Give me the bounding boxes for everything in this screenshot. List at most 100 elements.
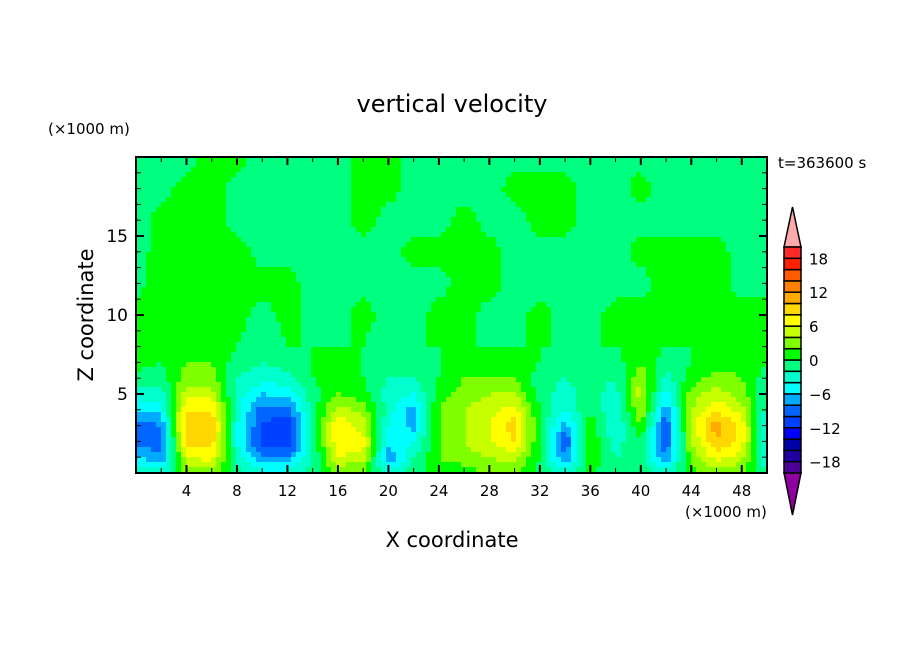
field-cell	[181, 237, 187, 243]
field-cell	[361, 162, 367, 168]
field-cell	[646, 327, 652, 333]
field-cell	[256, 227, 262, 233]
field-cell	[576, 307, 582, 313]
field-cell	[501, 267, 507, 273]
field-cell	[456, 252, 462, 258]
field-cell	[496, 262, 502, 268]
field-cell	[391, 222, 397, 228]
field-cell	[656, 187, 662, 193]
field-cell	[171, 187, 177, 193]
field-cell	[691, 322, 697, 328]
field-cell	[666, 272, 672, 278]
field-cell	[436, 227, 442, 233]
field-cell	[271, 292, 277, 298]
field-cell	[431, 297, 437, 303]
field-cell	[381, 247, 387, 253]
field-cell	[586, 282, 592, 288]
field-cell	[736, 197, 742, 203]
field-cell	[756, 297, 762, 303]
field-cell	[221, 217, 227, 223]
field-cell	[426, 177, 432, 183]
field-cell	[231, 222, 237, 228]
field-cell	[151, 207, 157, 213]
field-cell	[191, 287, 197, 293]
field-cell	[496, 247, 502, 253]
field-cell	[346, 212, 352, 218]
field-cell	[156, 177, 162, 183]
field-cell	[671, 177, 677, 183]
field-cell	[501, 252, 507, 258]
field-cell	[611, 197, 617, 203]
field-cell	[621, 252, 627, 258]
field-cell	[681, 252, 687, 258]
field-cell	[706, 162, 712, 168]
field-cell	[211, 277, 217, 283]
field-cell	[186, 177, 192, 183]
field-cell	[146, 177, 152, 183]
field-cell	[591, 177, 597, 183]
field-cell	[561, 307, 567, 313]
field-cell	[456, 312, 462, 318]
field-cell	[371, 317, 377, 323]
field-cell	[691, 217, 697, 223]
field-cell	[231, 317, 237, 323]
field-cell	[356, 272, 362, 278]
field-cell	[681, 317, 687, 323]
field-cell	[176, 197, 182, 203]
field-cell	[466, 162, 472, 168]
field-cell	[651, 322, 657, 328]
field-cell	[311, 307, 317, 313]
field-cell	[636, 332, 642, 338]
field-cell	[721, 237, 727, 243]
field-cell	[186, 327, 192, 333]
field-cell	[716, 222, 722, 228]
field-cell	[431, 162, 437, 168]
field-cell	[296, 227, 302, 233]
field-cell	[211, 182, 217, 188]
field-cell	[736, 292, 742, 298]
field-cell	[211, 217, 217, 223]
field-cell	[236, 277, 242, 283]
field-cell	[176, 337, 182, 343]
field-cell	[271, 267, 277, 273]
field-cell	[611, 247, 617, 253]
field-cell	[711, 267, 717, 273]
field-cell	[581, 312, 587, 318]
field-cell	[711, 187, 717, 193]
field-cell	[426, 167, 432, 173]
field-cell	[656, 192, 662, 198]
field-cell	[756, 302, 762, 308]
field-cell	[736, 282, 742, 288]
field-cell	[761, 332, 767, 338]
field-cell	[391, 212, 397, 218]
field-cell	[431, 327, 437, 333]
field-cell	[671, 187, 677, 193]
field-cell	[316, 342, 322, 348]
field-cell	[221, 257, 227, 263]
field-cell	[326, 342, 332, 348]
field-cell	[286, 257, 292, 263]
field-cell	[361, 177, 367, 183]
field-cell	[506, 187, 512, 193]
field-cell	[516, 227, 522, 233]
field-cell	[656, 302, 662, 308]
field-cell	[486, 317, 492, 323]
field-cell	[351, 212, 357, 218]
field-cell	[391, 262, 397, 268]
field-cell	[426, 317, 432, 323]
field-cell	[331, 297, 337, 303]
field-cell	[166, 332, 172, 338]
field-cell	[366, 317, 372, 323]
field-cell	[256, 332, 262, 338]
field-cell	[311, 352, 317, 358]
field-cell	[356, 332, 362, 338]
field-cell	[451, 222, 457, 228]
field-cell	[746, 317, 752, 323]
field-cell	[201, 257, 207, 263]
field-cell	[141, 327, 147, 333]
field-cell	[671, 287, 677, 293]
field-cell	[571, 327, 577, 333]
field-cell	[616, 277, 622, 283]
field-cell	[476, 187, 482, 193]
field-cell	[371, 252, 377, 258]
